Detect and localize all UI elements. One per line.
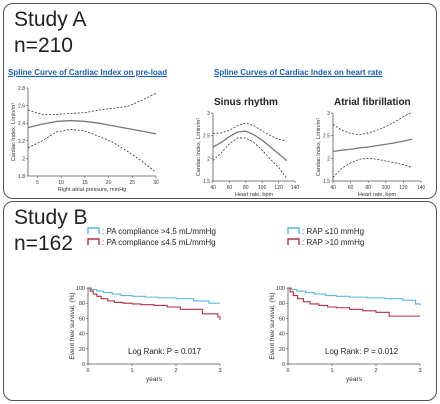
km-rap-x-tick-label: 3 — [418, 368, 421, 374]
km-rap-series-high — [288, 287, 421, 306]
pac-legend-label: : PA compliance >4.5 mL/mmHg — [102, 227, 216, 236]
af-x-tick-label: 80 — [365, 185, 371, 191]
sinus-confidence-band-line — [212, 137, 288, 179]
af-confidence-band-line — [332, 111, 413, 136]
pac-legend-label: : PA compliance ≤4.5 mL/mmHg — [102, 238, 216, 247]
km-pac-y-tick-label: 20 — [79, 347, 85, 353]
log-rank-pac: Log Rank: P = 0.017 — [128, 347, 202, 356]
pac-legend-swatch — [87, 238, 100, 245]
km-rap-y-tick-label: 80 — [279, 301, 285, 307]
atrial-fibrillation-title: Atrial fibrillation — [334, 97, 411, 108]
pre-load-confidence-band-line — [27, 92, 157, 115]
sinus-x-tick-label: 40 — [210, 185, 216, 191]
rap-legend-label: : RAP >10 mmHg — [302, 238, 364, 247]
km-pac-x-tick-label: 1 — [130, 368, 133, 374]
km-pac-series-low — [88, 287, 221, 320]
sinus-confidence-band-line — [212, 122, 287, 142]
km-pac-x-tick-label: 3 — [218, 368, 221, 374]
pre-load-y-tick-label: 2.4 — [18, 121, 25, 127]
km-pac-y-tick-label: 40 — [79, 332, 85, 338]
pac-legend-swatch — [87, 227, 100, 234]
pre-load-y-tick-label: 2.8 — [18, 86, 25, 92]
sinus-y-axis-label: Cardiac Index, L/min/m² — [196, 118, 202, 177]
km-pac-y-axis-label: Event free survival, (%) — [69, 292, 76, 359]
af-x-axis-label: Heart rate, bpm — [358, 192, 397, 198]
km-rap-x-axis-label: years — [346, 376, 363, 383]
pre-load-x-axis-label: Right atrial pressure, mmHg — [58, 187, 126, 193]
study-a-title: Study A — [14, 8, 87, 31]
sinus-y-tick-label: 1.5 — [203, 179, 210, 185]
pre-load-x-tick-label: 10 — [58, 180, 64, 186]
study-b-title: Study B — [14, 206, 88, 229]
km-rap-y-axis-label: Event free survival, (%) — [269, 292, 276, 359]
af-y-axis-label: Cardiac Index, L/min/m² — [316, 118, 322, 177]
af-y-tick-label: 3 — [327, 111, 330, 117]
pre-load-y-tick-label: 2.2 — [18, 139, 25, 145]
sinus-x-tick-label: 140 — [291, 185, 300, 191]
pre-load-spline-line — [27, 119, 157, 135]
km-pac-y-tick-label: 100 — [76, 286, 85, 292]
af-x-tick-label: 100 — [382, 185, 391, 191]
sinus-x-tick-label: 100 — [258, 185, 267, 191]
pre-load-y-tick-label: 2 — [22, 156, 25, 162]
sinus-x-tick-label: 60 — [227, 185, 233, 191]
study-b-panel: Study B n=162 — [3, 201, 437, 401]
km-pac-y-tick-label: 60 — [79, 316, 85, 322]
af-spline-line — [332, 138, 413, 153]
af-x-tick-label: 120 — [399, 185, 408, 191]
heart-rate-subtitle: Spline Curves of Cardiac Index on heart … — [214, 68, 383, 77]
km-rap-x-tick-label: 2 — [374, 368, 377, 374]
km-pac-y-tick-label: 80 — [79, 301, 85, 307]
rap-legend-label: : RAP ≤10 mmHg — [302, 227, 364, 236]
km-rap-series-low — [288, 287, 420, 317]
study-a-panel: Study A n=210 Spline Curve of Cardiac In… — [3, 3, 437, 199]
sinus-x-axis-label: Heart rate, bpm — [235, 192, 274, 198]
af-x-tick-label: 140 — [417, 185, 426, 191]
af-y-tick-label: 2 — [327, 156, 330, 162]
sinus-y-tick-label: 2 — [207, 156, 210, 162]
pre-load-x-tick-label: 15 — [82, 180, 88, 186]
pre-load-x-tick-label: 25 — [130, 180, 136, 186]
sinus-spline-line — [212, 130, 288, 162]
pre-load-x-tick-label: 30 — [153, 180, 159, 186]
km-pac-y-tick-label: 0 — [82, 362, 85, 368]
sinus-y-tick-label: 3 — [207, 111, 210, 117]
km-pac-series-high — [88, 287, 220, 304]
km-rap-y-tick-label: 60 — [279, 316, 285, 322]
pre-load-confidence-band-line — [27, 128, 157, 173]
pre-load-y-tick-label: 2.6 — [18, 104, 25, 110]
km-rap-x-tick-label: 1 — [330, 368, 333, 374]
km-pac-x-tick-label: 2 — [174, 368, 177, 374]
pre-load-x-tick-label: 5 — [36, 180, 39, 186]
sinus-y-tick-label: 2.5 — [203, 134, 210, 140]
study-a-n: n=210 — [14, 34, 73, 57]
study-b-n: n=162 — [14, 232, 73, 255]
log-rank-rap: Log Rank: P = 0.012 — [325, 347, 399, 356]
af-x-tick-label: 40 — [330, 185, 336, 191]
rap-legend-swatch — [287, 227, 300, 234]
pre-load-y-axis-label: Cardiac Index, L/min/m² — [11, 103, 17, 162]
km-rap-x-tick-label: 0 — [286, 368, 289, 374]
sinus-rhythm-title: Sinus rhythm — [214, 97, 278, 108]
km-rap-y-tick-label: 40 — [279, 332, 285, 338]
sinus-x-tick-label: 80 — [243, 185, 249, 191]
km-rap-y-tick-label: 20 — [279, 347, 285, 353]
preload-subtitle: Spline Curve of Cardiac Index on pre-loa… — [8, 68, 168, 77]
pre-load-y-tick-label: 1.8 — [18, 174, 25, 180]
km-rap-y-tick-label: 100 — [276, 286, 285, 292]
pre-load-x-tick-label: 20 — [106, 180, 112, 186]
af-x-tick-label: 60 — [348, 185, 354, 191]
af-confidence-band-line — [332, 157, 413, 178]
km-pac-x-axis-label: years — [146, 376, 163, 383]
af-y-tick-label: 1.5 — [323, 179, 330, 185]
km-rap-y-tick-label: 0 — [282, 362, 285, 368]
sinus-x-tick-label: 120 — [274, 185, 283, 191]
af-y-tick-label: 2.5 — [323, 134, 330, 140]
km-pac-x-tick-label: 0 — [86, 368, 89, 374]
rap-legend-swatch — [287, 238, 300, 245]
